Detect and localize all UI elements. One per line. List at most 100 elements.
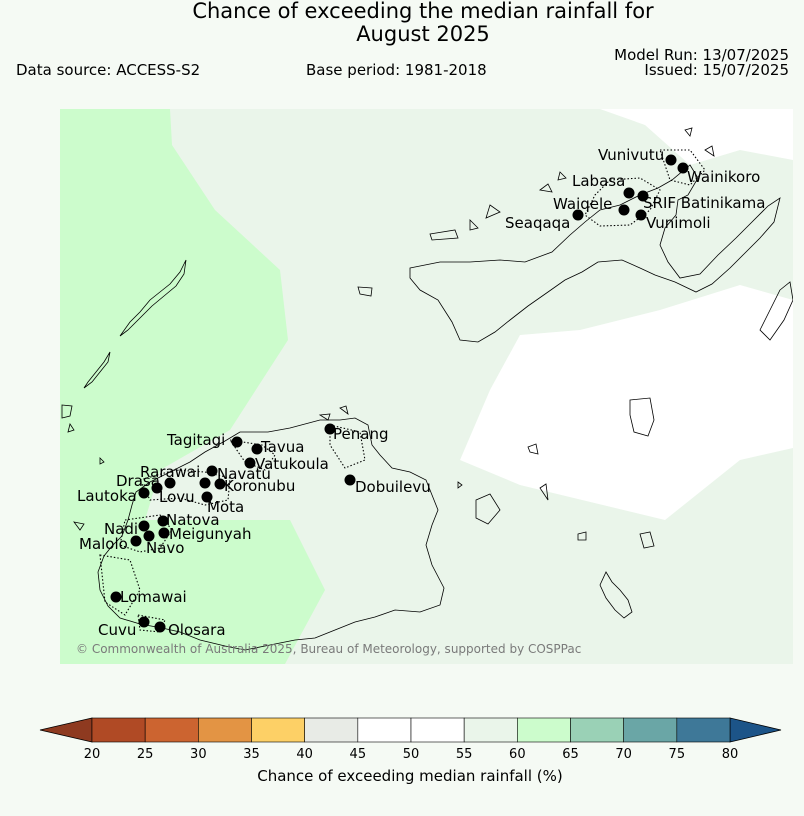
dot-cuvu — [138, 616, 150, 628]
label-lomawai: Lomawai — [120, 588, 187, 606]
dot-tagitagi — [231, 436, 243, 448]
colorbar-segment-7 — [463, 717, 518, 743]
colorbar-tick-50: 50 — [403, 747, 420, 762]
label-srif-batinikama: SRIF Batinikama — [643, 194, 765, 212]
dot-penang — [324, 423, 336, 435]
label-vatukoula: Vatukoula — [255, 455, 329, 473]
dot-vunivutu — [665, 154, 677, 166]
vanua-levu-coast — [409, 164, 781, 343]
dot-meigunyah — [158, 527, 170, 539]
colorbar-tick-65: 65 — [562, 747, 579, 762]
label-natova: Natova — [166, 511, 220, 529]
dot-vatukoula — [244, 457, 256, 469]
title-line-1: Chance of exceeding the median rainfall … — [192, 0, 654, 23]
colorbar-segment-11 — [676, 717, 731, 743]
label-vunivutu: Vunivutu — [598, 146, 664, 164]
yasawa-islands — [119, 259, 187, 337]
dot-lomawai — [110, 591, 122, 603]
band-50-55 — [460, 285, 793, 520]
dot-vunimoli — [635, 209, 647, 221]
colorbar-tick-60: 60 — [509, 747, 526, 762]
label-rarawai: Rarawai — [140, 463, 200, 481]
title-line-2: August 2025 — [356, 22, 490, 46]
colorbar: 20 25 30 35 40 45 50 55 60 65 70 75 80 — [39, 717, 782, 762]
colorbar-segment-0 — [91, 717, 146, 743]
label-koronubu: Koronubu — [224, 477, 295, 495]
dot-olosara — [154, 621, 166, 633]
label-lovu: Lovu — [159, 488, 195, 506]
district-boundaries — [99, 149, 706, 633]
dot-malolo — [130, 535, 142, 547]
dot-labasa — [623, 187, 635, 199]
colorbar-tick-20: 20 — [84, 747, 101, 762]
map-panel: Vunivutu Wainikoro Labasa Waiqele SRIF B… — [60, 109, 793, 664]
location-dots — [110, 154, 689, 633]
coastlines — [61, 127, 793, 651]
colorbar-tick-80: 80 — [722, 747, 739, 762]
label-penang: Penang — [333, 425, 388, 443]
colorbar-tick-25: 25 — [137, 747, 154, 762]
label-mota: Mota — [207, 498, 244, 516]
label-labasa: Labasa — [572, 172, 625, 190]
colorbar-tick-35: 35 — [243, 747, 260, 762]
colorbar-segment-9 — [570, 717, 624, 743]
colorbar-segment-2 — [198, 717, 252, 743]
colorbar-segment-6 — [410, 717, 465, 743]
dot-drasa — [164, 477, 176, 489]
colorbar-tick-45: 45 — [350, 747, 367, 762]
label-tagitagi: Tagitagi — [166, 431, 225, 449]
dot-natova — [157, 515, 169, 527]
colorbar-tick-75: 75 — [669, 747, 686, 762]
taveuni-coast — [759, 281, 793, 341]
label-cuvu: Cuvu — [98, 621, 136, 639]
label-olosara: Olosara — [168, 621, 226, 639]
label-drasa: Drasa — [116, 472, 160, 490]
kadavu-coast — [599, 571, 633, 619]
label-dobuilevu: Dobuilevu — [355, 478, 431, 496]
dot-navatu — [199, 477, 211, 489]
base-period: Base period: 1981-2018 — [306, 61, 487, 79]
label-navatu: Navatu — [217, 465, 271, 483]
label-lautoka: Lautoka — [77, 487, 137, 505]
colorbar-under-arrow — [39, 717, 93, 743]
colorbar-tick-40: 40 — [296, 747, 313, 762]
label-navo: Navo — [146, 539, 184, 557]
colorbar-over-arrow — [729, 717, 782, 743]
colorbar-tick-55: 55 — [456, 747, 473, 762]
label-waiqele: Waiqele — [553, 195, 612, 213]
dot-tavua — [251, 443, 263, 455]
dot-wainikoro — [677, 162, 689, 174]
label-meigunyah: Meigunyah — [169, 525, 251, 543]
colorbar-tick-70: 70 — [615, 747, 632, 762]
model-run: Model Run: 13/07/2025 — [614, 46, 789, 64]
issued-date: Issued: 15/07/2025 — [644, 61, 789, 79]
colorbar-segment-5 — [357, 717, 412, 743]
dot-lovu — [151, 482, 163, 494]
colorbar-segment-10 — [623, 717, 678, 743]
colorbar-segment-4 — [304, 717, 359, 743]
colorbar-tick-30: 30 — [190, 747, 207, 762]
dot-mota — [201, 491, 213, 503]
place-labels: Vunivutu Wainikoro Labasa Waiqele SRIF B… — [77, 146, 765, 639]
data-source: Data source: ACCESS-S2 — [16, 61, 201, 79]
label-seaqaqa: Seaqaqa — [505, 214, 570, 232]
label-wainikoro: Wainikoro — [687, 168, 760, 186]
dot-navo — [143, 530, 155, 542]
dot-srif-batinikama — [637, 190, 649, 202]
band-50-55-north — [600, 109, 793, 165]
dot-nadi — [138, 520, 150, 532]
dot-seaqaqa — [572, 209, 584, 221]
label-nadi: Nadi — [104, 520, 138, 538]
colorbar-segment-8 — [517, 717, 571, 743]
dot-waiqele — [618, 204, 630, 216]
colorbar-label: Chance of exceeding median rainfall (%) — [257, 767, 563, 785]
dot-rarawai — [206, 465, 218, 477]
dot-koronubu — [214, 478, 226, 490]
colorbar-segment-1 — [144, 717, 199, 743]
dot-dobuilevu — [344, 474, 356, 486]
label-malolo: Malolo — [79, 535, 128, 553]
dot-lautoka — [138, 487, 150, 499]
copyright-notice: © Commonwealth of Australia 2025, Bureau… — [76, 642, 581, 656]
map-title: Chance of exceeding the median rainfall … — [0, 0, 804, 46]
